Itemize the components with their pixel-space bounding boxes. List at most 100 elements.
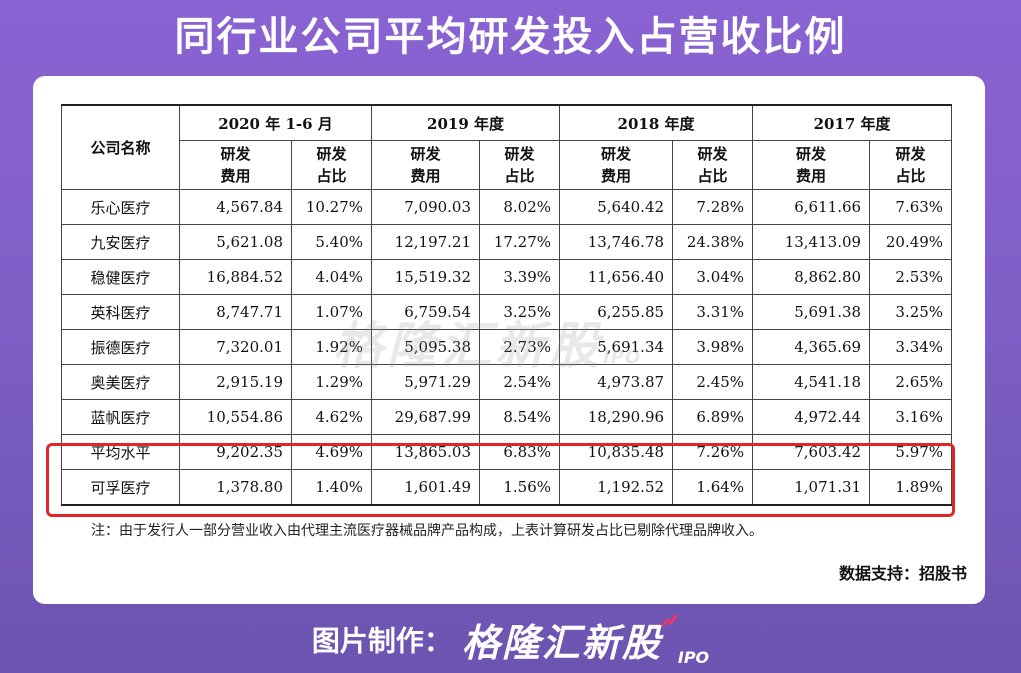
rd-ratio-cell: 10.27% — [290, 189, 373, 225]
rd-ratio-cell: 1.07% — [290, 294, 373, 330]
rd-ratio-cell: 5.40% — [290, 224, 373, 260]
rd-ratio-cell: 20.49% — [869, 224, 953, 260]
rd-expense-cell: 4,972.44 — [752, 399, 871, 435]
rd-ratio-cell: 4.69% — [290, 434, 373, 470]
rd-expense-cell: 9,202.35 — [179, 434, 292, 470]
rd-expense-header: 研发 费用 — [371, 140, 481, 190]
rd-ratio-cell: 3.39% — [479, 259, 561, 295]
rd-ratio-header: 研发 占比 — [479, 140, 561, 190]
rd-expense-header: 研发 费用 — [179, 140, 292, 190]
company-name-cell: 平均水平 — [61, 434, 180, 470]
page-title: 同行业公司平均研发投入占营收比例 — [174, 14, 847, 60]
rd-expense-cell: 10,554.86 — [179, 399, 292, 435]
rd-ratio-cell: 8.54% — [479, 399, 561, 435]
rd-expense-cell: 29,687.99 — [371, 399, 481, 435]
rd-ratio-cell: 7.26% — [672, 434, 754, 470]
table-row: 奥美医疗 2,915.19 1.29% 5,971.29 2.54% 4,973.87 2.… — [61, 364, 953, 400]
rd-expense-cell: 5,691.38 — [752, 294, 871, 330]
table-row: 稳健医疗 16,884.52 4.04% 15,519.32 3.39% 11,656.4… — [61, 259, 953, 295]
rd-expense-cell: 6,611.66 — [752, 189, 871, 225]
rd-ratio-cell: 1.92% — [290, 329, 373, 365]
rd-ratio-header: 研发 占比 — [869, 140, 953, 190]
table-row: 英科医疗 8,747.71 1.07% 6,759.54 3.25% 6,255.85 3.… — [61, 294, 953, 330]
rd-ratio-cell: 3.98% — [672, 329, 754, 365]
rd-expense-cell: 6,759.54 — [371, 294, 481, 330]
table-card: 公司名称 2020 年 1-6 月 2019 年度 2018 年度 2017 年… — [33, 76, 985, 604]
rd-ratio-cell: 5.97% — [869, 434, 953, 470]
rd-ratio-cell: 2.65% — [869, 364, 953, 400]
rd-expense-cell: 8,862.80 — [752, 259, 871, 295]
company-name-cell: 乐心医疗 — [61, 189, 180, 225]
rd-expense-cell: 6,255.85 — [559, 294, 674, 330]
rd-expense-cell: 5,971.29 — [371, 364, 481, 400]
rd-expense-cell: 8,747.71 — [179, 294, 292, 330]
rd-expense-cell: 4,541.18 — [752, 364, 871, 400]
rd-ratio-cell: 1.40% — [290, 469, 373, 506]
rd-ratio-cell: 3.25% — [869, 294, 953, 330]
rd-expense-cell: 5,095.38 — [371, 329, 481, 365]
company-name-cell: 稳健医疗 — [61, 259, 180, 295]
table-note: 注：由于发行人一部分营业收入由代理主流医疗器械品牌产品构成，上表计算研发占比已剔… — [91, 523, 763, 539]
rd-expense-cell: 4,567.84 — [179, 189, 292, 225]
company-name-cell: 可孚医疗 — [61, 469, 180, 506]
data-source: 数据支持：招股书 — [838, 564, 967, 583]
table-row: 九安医疗 5,621.08 5.40% 12,197.21 17.27% 13,746.7… — [61, 224, 953, 260]
rd-expense-cell: 10,835.48 — [559, 434, 674, 470]
rd-expense-cell: 13,746.78 — [559, 224, 674, 260]
rd-expense-cell: 5,691.34 — [559, 329, 674, 365]
header-row-metrics: 研发 费用 研发 占比 研发 费用 研发 占比 研发 费用 研发 占比 研发 费… — [62, 140, 953, 190]
rd-ratio-cell: 4.62% — [290, 399, 373, 435]
rd-expense-cell: 13,865.03 — [371, 434, 481, 470]
rd-ratio-cell: 3.16% — [869, 399, 953, 435]
footer-label: 图片制作： — [311, 624, 452, 658]
rd-expense-cell: 15,519.32 — [371, 259, 481, 295]
period-header: 2018 年度 — [559, 104, 754, 141]
rd-expense-cell: 1,071.31 — [752, 469, 871, 506]
rd-expense-cell: 1,601.49 — [371, 469, 481, 506]
rd-ratio-cell: 17.27% — [479, 224, 561, 260]
rd-expense-cell: 16,884.52 — [179, 259, 292, 295]
rd-expense-cell: 7,320.01 — [179, 329, 292, 365]
footer-brand-logo: 格隆汇新股 — [461, 621, 662, 665]
rd-expense-cell: 7,603.42 — [752, 434, 871, 470]
rd-ratio-header: 研发 占比 — [290, 140, 373, 190]
rd-ratio-cell: 2.73% — [479, 329, 561, 365]
rd-ratio-cell: 3.25% — [479, 294, 561, 330]
period-header: 2017 年度 — [752, 104, 953, 141]
rd-ratio-cell: 2.45% — [672, 364, 754, 400]
rd-ratio-cell: 1.64% — [672, 469, 754, 506]
rd-expense-header: 研发 费用 — [752, 140, 871, 190]
rd-ratio-cell: 2.54% — [479, 364, 561, 400]
company-name-cell: 蓝帆医疗 — [61, 399, 180, 435]
trend-arrow-icon — [660, 612, 678, 634]
period-header: 2020 年 1-6 月 — [178, 104, 373, 141]
table-row: 蓝帆医疗 10,554.86 4.62% 29,687.99 8.54% 18,290.9… — [61, 399, 953, 435]
footer-ipo: IPO — [677, 648, 710, 667]
rd-ratio-header: 研发 占比 — [672, 140, 754, 190]
company-name-cell: 英科医疗 — [61, 294, 180, 330]
rd-expense-cell: 1,192.52 — [559, 469, 674, 506]
rd-expense-cell: 4,365.69 — [752, 329, 871, 365]
header-row-periods: 公司名称 2020 年 1-6 月 2019 年度 2018 年度 2017 年… — [61, 104, 953, 190]
rd-expense-cell: 13,413.09 — [752, 224, 871, 260]
rd-expense-cell: 5,640.42 — [559, 189, 674, 225]
rd-ratio-cell: 2.53% — [869, 259, 953, 295]
rd-expense-header: 研发 费用 — [559, 140, 674, 190]
rd-expense-cell: 2,915.19 — [179, 364, 292, 400]
table-row: 平均水平 9,202.35 4.69% 13,865.03 6.83% 10,835.48… — [61, 434, 953, 470]
period-header: 2019 年度 — [371, 104, 561, 141]
rd-ratio-cell: 1.89% — [869, 469, 953, 506]
company-name-header: 公司名称 — [61, 104, 180, 190]
rd-ratio-cell: 8.02% — [479, 189, 561, 225]
rd-ratio-cell: 3.04% — [672, 259, 754, 295]
table-wrapper: 公司名称 2020 年 1-6 月 2019 年度 2018 年度 2017 年… — [61, 104, 953, 506]
rd-ratio-cell: 6.89% — [672, 399, 754, 435]
rd-ratio-cell: 7.28% — [672, 189, 754, 225]
rd-ratio-cell: 4.04% — [290, 259, 373, 295]
rd-ratio-cell: 3.34% — [869, 329, 953, 365]
rd-ratio-cell: 1.56% — [479, 469, 561, 506]
rd-ratio-cell: 7.63% — [869, 189, 953, 225]
footer-credit: 图片制作： 格隆汇新股 IPO — [0, 612, 1021, 667]
table-row: 振德医疗 7,320.01 1.92% 5,095.38 2.73% 5,691.34 3.… — [61, 329, 953, 365]
rd-expense-cell: 18,290.96 — [559, 399, 674, 435]
